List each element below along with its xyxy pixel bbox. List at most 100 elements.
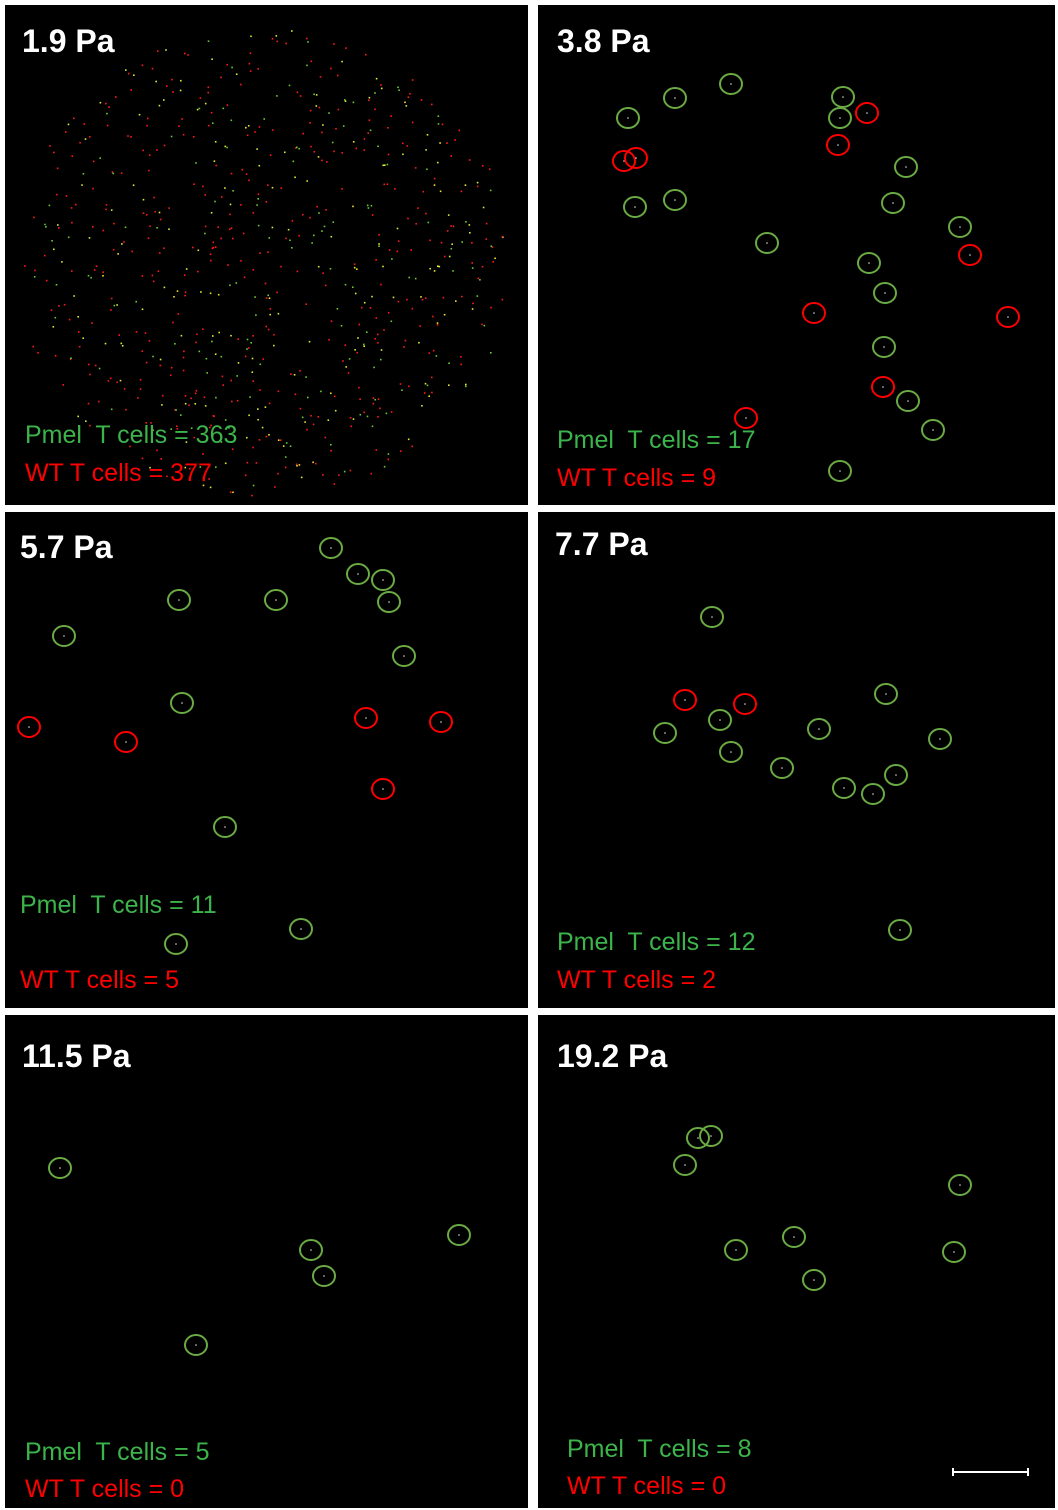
cell-dot [419,325,421,327]
cell-dot [171,79,173,81]
cell-dot [418,342,420,344]
cell-center [895,774,897,776]
cell-dot [251,495,253,497]
cell-dot [252,335,254,337]
cell-dot [450,225,452,227]
cell-dot [364,302,366,304]
cell-dot [302,214,304,216]
cell-dot [431,377,433,379]
cell-dot [246,348,248,350]
cell-dot [172,91,174,93]
cell-dot [227,264,229,266]
cell-dot [448,362,450,364]
cell-dot [204,397,206,399]
cell-dot [388,154,390,156]
cell-dot [259,165,261,167]
cell-dot [187,54,189,56]
cell-dot [307,397,309,399]
cell-dot [439,266,441,268]
wt-count: WT T cells = 5 [20,966,179,994]
cell-dot [175,409,177,411]
cell-dot [363,412,365,414]
cell-dot [118,334,120,336]
cell-dot [195,162,197,164]
cell-dot [200,291,202,293]
cell-dot [165,49,167,51]
cell-dot [443,297,445,299]
cell-center [458,1234,460,1236]
cell-dot [408,277,410,279]
cell-dot [178,125,180,127]
cell-dot [171,136,173,138]
cell-dot [390,115,392,117]
cell-dot [422,299,424,301]
cell-dot [408,386,410,388]
panel-title: 3.8 Pa [557,23,650,59]
cell-dot [259,439,261,441]
cell-dot [412,122,414,124]
cell-center [175,943,177,945]
cell-dot [278,313,280,315]
cell-dot [205,194,207,196]
cell-dot [183,357,185,359]
cell-dot [230,380,232,382]
cell-dot [173,296,175,298]
cell-dot [73,295,75,297]
panel-title: 1.9 Pa [22,23,115,59]
cell-dot [370,130,372,132]
cell-dot [420,296,422,298]
cell-center [1007,316,1009,318]
cell-center [674,199,676,201]
cell-dot [231,67,233,69]
cell-dot [231,120,233,122]
cell-center [730,751,732,753]
cell-dot [225,146,227,148]
cell-dot [110,309,112,311]
cell-dot [210,293,212,295]
cell-dot [285,467,287,469]
cell-dot [313,235,315,237]
cell-dot [285,43,287,45]
cell-dot [472,267,474,269]
cell-center [664,732,666,734]
cell-dot [377,342,379,344]
cell-dot [494,258,496,260]
cell-dot [100,102,102,104]
cell-dot [334,396,336,398]
cell-center [684,699,686,701]
cell-dot [137,397,139,399]
cell-dot [297,92,299,94]
cell-dot [70,357,72,359]
pmel-count: Pmel T cells = 8 [567,1435,752,1463]
cell-dot [131,251,133,253]
cell-dot [406,299,408,301]
cell-dot [89,136,91,138]
cell-center [323,1275,325,1277]
cell-dot [105,209,107,211]
cell-dot [110,378,112,380]
cell-center [195,1344,197,1346]
cell-dot [270,308,272,310]
cell-dot [136,331,138,333]
cell-dot [319,107,321,109]
cell-dot [343,125,345,127]
cell-dot [257,408,259,410]
cell-dot [103,230,105,232]
cell-dot [252,447,254,449]
cell-dot [216,165,218,167]
cell-dot [236,375,238,377]
cell-dot [84,123,86,125]
cell-dot [448,214,450,216]
cell-dot [197,109,199,111]
cell-dot [268,329,270,331]
cell-dot [262,427,264,429]
cell-dot [302,417,304,419]
cell-dot [156,149,158,151]
cell-dot [73,118,75,120]
cell-dot [53,249,55,251]
cell-dot [397,228,399,230]
cell-dot [402,154,404,156]
cell-dot [51,309,53,311]
cell-dot [139,114,141,116]
cell-dot [332,142,334,144]
